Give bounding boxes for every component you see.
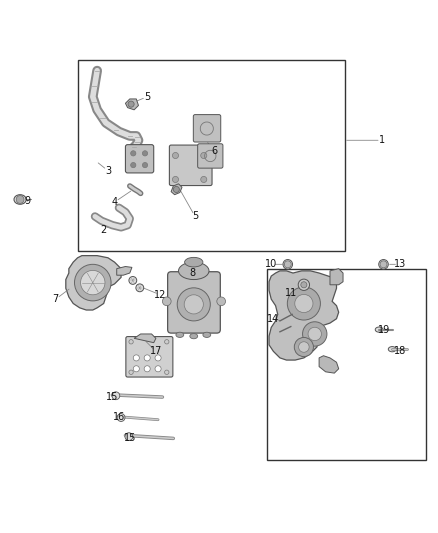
Polygon shape [269, 271, 339, 360]
Text: 15: 15 [106, 392, 119, 402]
Circle shape [162, 297, 171, 305]
Polygon shape [330, 269, 343, 285]
Ellipse shape [176, 332, 184, 337]
Ellipse shape [375, 327, 383, 332]
FancyBboxPatch shape [125, 144, 154, 173]
Text: 17: 17 [150, 346, 162, 357]
Circle shape [201, 176, 207, 182]
Circle shape [129, 277, 137, 284]
Circle shape [144, 366, 150, 372]
Circle shape [380, 261, 387, 268]
Text: 13: 13 [393, 260, 406, 269]
Polygon shape [319, 356, 339, 373]
Polygon shape [125, 99, 138, 110]
Circle shape [142, 151, 148, 156]
Circle shape [129, 340, 133, 344]
Circle shape [117, 414, 125, 422]
FancyBboxPatch shape [126, 336, 173, 377]
Text: 6: 6 [212, 146, 218, 156]
Text: 5: 5 [144, 92, 150, 102]
Text: 16: 16 [113, 411, 125, 422]
Circle shape [299, 342, 309, 352]
Circle shape [287, 287, 321, 320]
Text: 14: 14 [267, 314, 279, 324]
Circle shape [284, 261, 291, 268]
Circle shape [131, 163, 136, 168]
Ellipse shape [389, 346, 396, 352]
Text: 9: 9 [25, 196, 31, 206]
Text: 7: 7 [53, 294, 59, 304]
Ellipse shape [190, 334, 198, 339]
Circle shape [128, 101, 134, 107]
Ellipse shape [283, 260, 293, 269]
Circle shape [125, 433, 133, 441]
Bar [78, 60, 345, 251]
FancyBboxPatch shape [170, 145, 212, 185]
Circle shape [144, 355, 150, 361]
Circle shape [81, 270, 105, 295]
Ellipse shape [179, 262, 209, 279]
Ellipse shape [379, 260, 389, 269]
Text: 19: 19 [378, 325, 391, 335]
Text: 11: 11 [285, 288, 297, 297]
Circle shape [173, 176, 179, 182]
Polygon shape [171, 184, 182, 195]
Circle shape [201, 152, 207, 158]
Circle shape [155, 355, 161, 361]
Text: 8: 8 [190, 268, 196, 278]
Circle shape [294, 337, 314, 357]
FancyBboxPatch shape [198, 144, 223, 168]
Circle shape [298, 279, 310, 290]
FancyBboxPatch shape [193, 115, 221, 142]
Text: 3: 3 [105, 166, 111, 176]
Circle shape [165, 370, 169, 375]
Circle shape [74, 264, 111, 301]
Circle shape [155, 366, 161, 372]
Text: 10: 10 [265, 260, 277, 269]
Circle shape [217, 297, 226, 305]
Text: 18: 18 [393, 346, 406, 357]
Circle shape [133, 366, 139, 372]
Polygon shape [66, 256, 121, 310]
Circle shape [165, 340, 169, 344]
Circle shape [173, 187, 180, 192]
Circle shape [184, 295, 203, 314]
Circle shape [129, 370, 133, 375]
Circle shape [177, 288, 210, 321]
Circle shape [303, 322, 327, 346]
Bar [267, 269, 426, 460]
Circle shape [142, 163, 148, 168]
Circle shape [295, 294, 313, 312]
Polygon shape [117, 266, 132, 275]
Text: 4: 4 [112, 197, 118, 207]
Circle shape [112, 392, 120, 400]
Ellipse shape [203, 332, 211, 337]
Circle shape [173, 152, 179, 158]
Circle shape [301, 282, 307, 288]
Text: 2: 2 [101, 224, 107, 235]
Polygon shape [134, 334, 156, 343]
Circle shape [308, 327, 321, 341]
Text: 12: 12 [154, 290, 166, 300]
Text: 5: 5 [192, 212, 198, 221]
Circle shape [16, 196, 24, 204]
Circle shape [133, 355, 139, 361]
Text: 15: 15 [124, 433, 136, 443]
Ellipse shape [185, 257, 203, 267]
Circle shape [136, 284, 144, 292]
Circle shape [131, 151, 136, 156]
Text: 1: 1 [379, 135, 385, 146]
FancyBboxPatch shape [168, 272, 220, 333]
Ellipse shape [14, 195, 26, 204]
